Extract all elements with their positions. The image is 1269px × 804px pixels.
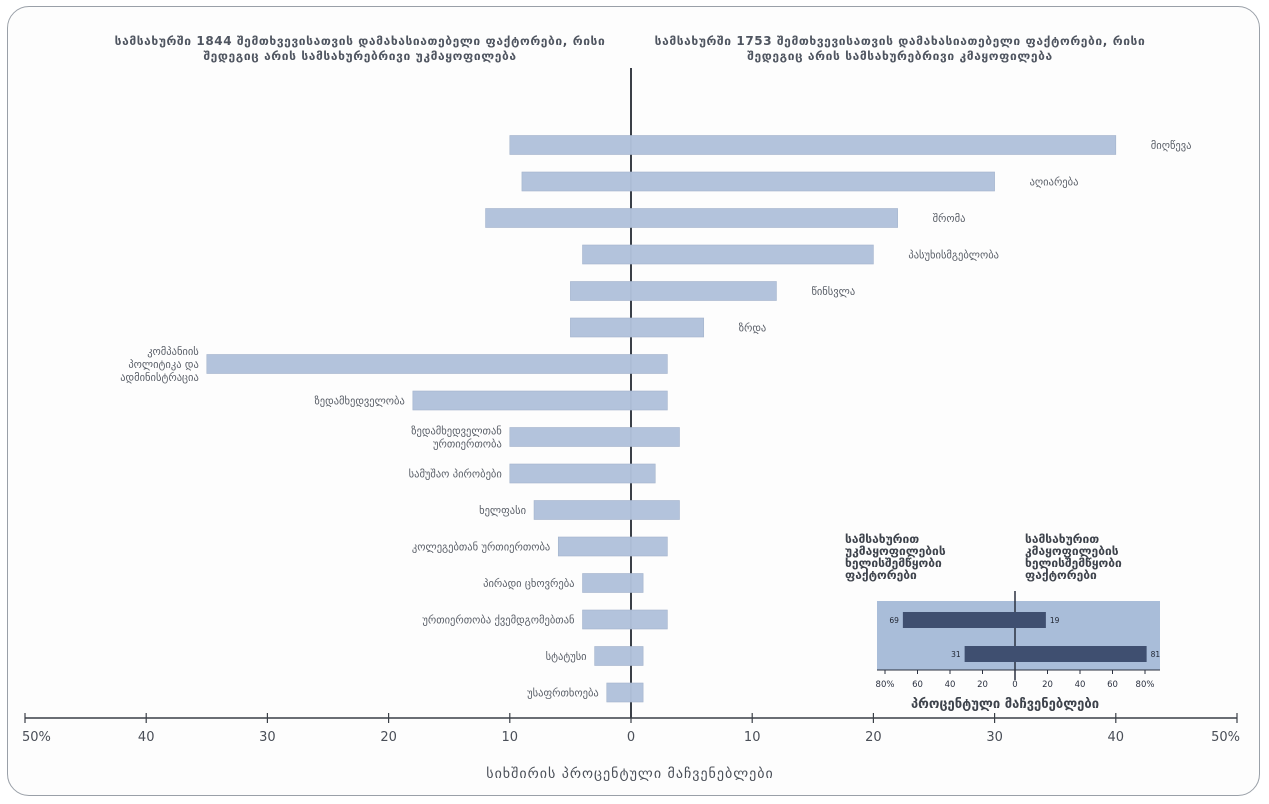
inset-left-title: სამსახურით უკმაყოფილების ხელისშემწყობი ფ… [845,532,946,582]
inset-x-tick-label-4: 0 [1012,680,1017,690]
bar-left-1 [521,171,632,192]
category-label-11: კოლეგებთან ურთიერთობა [412,542,550,554]
inset-bar-right-1 [1015,646,1147,662]
category-label-12: პირადი ცხოვრება [483,578,574,590]
bar-right-7 [630,390,668,411]
bar-left-8 [509,427,632,447]
bar-left-4 [570,281,632,301]
inset-bar-left-0 [902,612,1015,628]
x-tick-label-1: 40 [138,730,155,745]
inset-x-tick-label-7: 60 [1107,680,1118,690]
category-label-3: პასუხისმგებლობა [908,250,999,262]
inset-right-title: სამსახურით კმაყოფილების ხელისშემწყობი ფა… [1025,532,1122,582]
x-tick-label-6: 10 [744,730,761,745]
category-label-7: ზედამხედველობა [315,396,405,408]
bar-right-15 [630,682,644,703]
category-label-1: აღიარება [1030,177,1079,189]
x-tick-label-5: 0 [627,730,635,745]
inset-x-tick-label-8: 80% [1136,680,1155,690]
category-label-8: ზედამხედველთან ურთიერთობა [411,426,502,451]
bar-right-9 [630,463,656,484]
category-label-15: უსაფრთხოება [527,688,599,700]
bar-left-13 [582,609,632,630]
inset-bar-right-0 [1015,612,1046,628]
bar-right-8 [630,427,680,447]
bar-right-0 [630,135,1117,155]
bar-left-10 [533,500,632,520]
x-tick-label-4: 10 [502,730,519,745]
bar-right-11 [630,536,668,557]
bar-left-5 [570,317,632,338]
inset-x-tick-label-6: 40 [1075,680,1086,690]
bar-right-12 [630,573,644,593]
bar-left-7 [412,390,632,411]
bar-left-6 [206,354,632,374]
category-label-5: ზრდა [739,323,767,335]
x-axis-label: სიხშირის პროცენტული მაჩვენებლები [486,766,774,782]
category-label-2: შრომა [933,213,966,225]
category-label-4: წინსვლა [811,286,855,298]
bar-right-4 [630,281,777,301]
bar-left-9 [509,463,632,484]
bar-left-15 [606,682,632,703]
bar-right-5 [630,317,705,338]
x-tick-label-3: 20 [380,730,397,745]
x-tick-label-2: 30 [259,730,276,745]
category-label-6: კომპანიის პოლიტიკა და ადმინისტრაცია [120,346,199,384]
bar-left-3 [582,244,632,265]
inset-x-tick-label-5: 20 [1042,680,1053,690]
x-tick-label-10: 50% [1211,730,1240,745]
bar-right-13 [630,609,668,630]
bar-right-6 [630,354,668,374]
inset-x-tick-label-3: 20 [977,680,988,690]
bar-right-14 [630,646,644,666]
bar-left-2 [485,208,632,228]
x-tick-label-9: 40 [1108,730,1125,745]
x-tick-label-8: 30 [986,730,1003,745]
bar-right-10 [630,500,680,520]
bar-right-3 [630,244,874,265]
inset-value-left-0: 69 [889,616,899,625]
bar-left-11 [557,536,632,557]
inset-bar-left-1 [964,646,1015,662]
inset-x-axis-label: პროცენტული მაჩვენებლები [910,697,1100,712]
x-tick-label-0: 50% [22,730,51,745]
category-label-10: ხელფასი [479,505,526,517]
category-label-14: სტატუსი [546,651,587,663]
category-label-13: ურთიერთობა ქვემდგომებთან [422,615,574,627]
bar-left-12 [582,573,632,593]
x-tick-label-7: 20 [865,730,882,745]
category-label-0: მიღწევა [1151,140,1192,152]
right-series-title: სამსახურში 1753 შემთხვევისათვის დამახასი… [654,34,1146,63]
inset-x-tick-label-1: 60 [912,680,923,690]
inset-value-right-1: 81 [1151,650,1161,659]
left-series-title: სამსახურში 1844 შემთხვევისათვის დამახასი… [114,34,606,63]
category-label-9: სამუშაო პირობები [409,469,502,481]
inset-x-tick-label-0: 80% [876,680,895,690]
bar-right-1 [630,171,995,192]
bar-left-0 [509,135,632,155]
inset-x-tick-label-2: 40 [945,680,956,690]
bar-left-14 [594,646,632,666]
inset-value-left-1: 31 [951,650,961,659]
bar-right-2 [630,208,898,228]
inset-value-right-0: 19 [1050,616,1060,625]
